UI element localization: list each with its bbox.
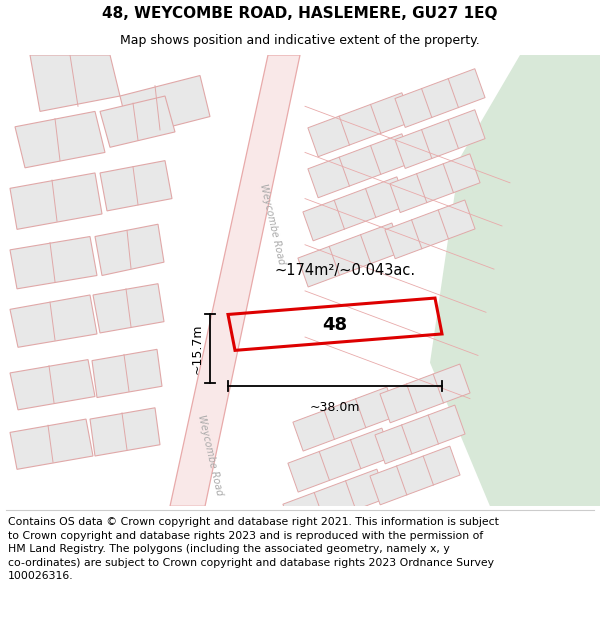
Text: Contains OS data © Crown copyright and database right 2021. This information is : Contains OS data © Crown copyright and d… [8,517,499,581]
Polygon shape [395,69,485,128]
Polygon shape [90,408,160,456]
Polygon shape [170,55,300,506]
Polygon shape [298,223,402,287]
Polygon shape [15,111,105,168]
Text: Weycombe Road: Weycombe Road [196,414,224,496]
Polygon shape [308,92,412,157]
Polygon shape [30,55,120,111]
Polygon shape [95,224,164,276]
Polygon shape [370,446,460,505]
Polygon shape [120,76,210,137]
Text: Weycombe Road: Weycombe Road [258,183,286,266]
Polygon shape [283,469,387,533]
Polygon shape [395,110,485,169]
Polygon shape [93,284,164,333]
Polygon shape [10,236,97,289]
Text: 48, WEYCOMBE ROAD, HASLEMERE, GU27 1EQ: 48, WEYCOMBE ROAD, HASLEMERE, GU27 1EQ [102,6,498,21]
Polygon shape [385,200,475,259]
Text: Map shows position and indicative extent of the property.: Map shows position and indicative extent… [120,34,480,48]
Text: ~15.7m: ~15.7m [191,324,204,374]
Polygon shape [303,177,407,241]
Text: 48: 48 [322,316,347,334]
Polygon shape [100,96,175,148]
Polygon shape [293,387,397,451]
Polygon shape [375,405,465,464]
Polygon shape [308,134,412,198]
Polygon shape [10,295,97,348]
Polygon shape [380,364,470,423]
Polygon shape [10,173,102,229]
Polygon shape [10,419,93,469]
Polygon shape [92,349,162,398]
Polygon shape [100,161,172,211]
Polygon shape [10,359,95,410]
Text: ~38.0m: ~38.0m [310,401,360,414]
Polygon shape [430,55,600,506]
Text: ~174m²/~0.043ac.: ~174m²/~0.043ac. [274,263,416,278]
Polygon shape [390,154,480,212]
Polygon shape [288,428,392,492]
